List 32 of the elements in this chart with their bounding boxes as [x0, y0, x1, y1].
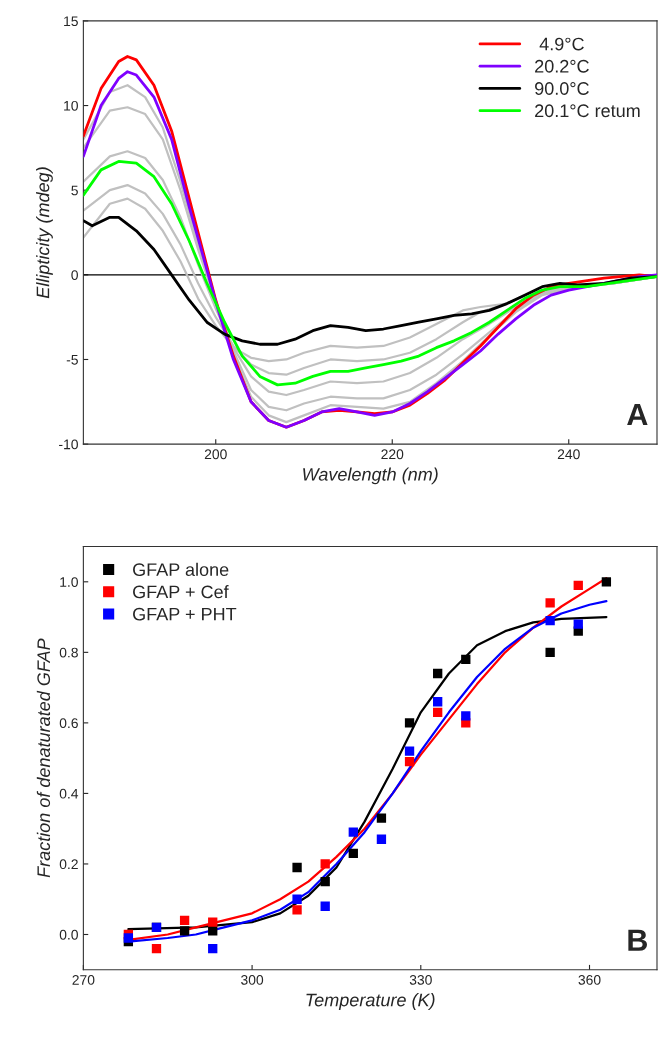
annotation: A: [627, 404, 648, 426]
y-tick-label: 0.8: [59, 647, 78, 658]
x-axis-title: Temperature (K): [306, 993, 435, 1010]
legend-label: 20.1°C retum: [535, 104, 640, 118]
x-tick-label: 360: [578, 974, 601, 985]
x-tick-label: 330: [409, 974, 432, 985]
legend-label: 20.2°C: [535, 59, 589, 73]
x-tick-label: 270: [72, 974, 95, 985]
x-tick-label: 200: [204, 449, 227, 460]
y-tick-label: 10: [64, 100, 78, 111]
x-tick-label: 300: [241, 974, 264, 985]
y-tick-label: -5: [66, 354, 78, 365]
y-tick-label: 0: [71, 270, 78, 280]
x-tick-label: 240: [557, 449, 580, 460]
y-tick-label: 0.2: [59, 859, 78, 870]
legend-label: 4.9°C: [539, 37, 584, 51]
legend-label: GFAP alone: [133, 562, 229, 577]
x-tick-label: 220: [381, 449, 404, 460]
y-tick-label: 15: [64, 16, 78, 27]
legend-label: GFAP + Cef: [133, 585, 229, 599]
x-axis-title: Wavelength (nm): [303, 467, 438, 485]
annotation: B: [628, 929, 647, 951]
y-tick-label: 0.4: [59, 788, 79, 799]
y-axis-title: Ellipticity (mdeg): [36, 167, 53, 299]
y-tick-label: 1.0: [60, 577, 78, 587]
y-tick-label: 0.0: [59, 929, 78, 940]
legend-label: 90.0°C: [535, 82, 589, 95]
y-tick-label: 5: [71, 185, 78, 196]
y-tick-label: -10: [59, 439, 78, 450]
legend-label: GFAP + PHT: [133, 607, 237, 621]
y-tick-label: 0.6: [59, 718, 78, 729]
y-axis-title: Fraction of denaturated GFAP: [36, 638, 51, 878]
